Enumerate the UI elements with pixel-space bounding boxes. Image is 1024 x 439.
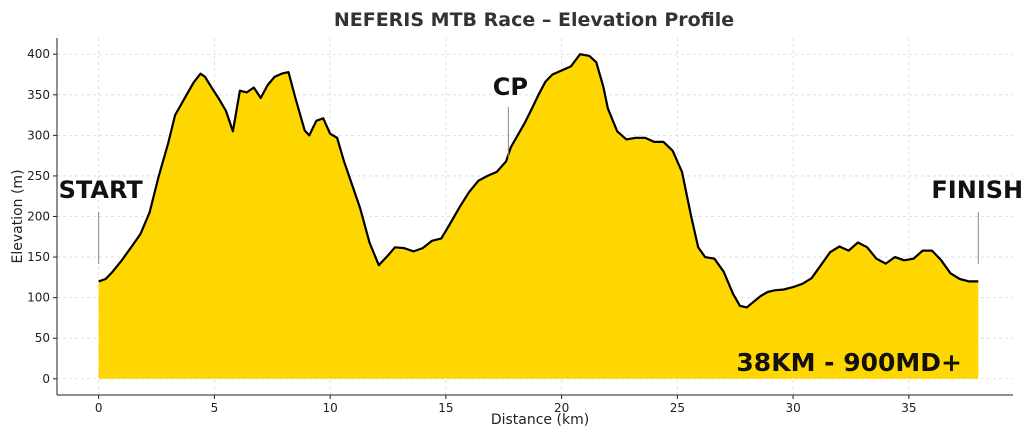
y-tick-label: 200 (27, 210, 50, 224)
y-tick-label: 300 (27, 128, 50, 142)
y-tick-label: 350 (27, 88, 50, 102)
x-tick-label: 20 (554, 401, 569, 415)
y-tick-label: 250 (27, 169, 50, 183)
x-tick-label: 15 (438, 401, 453, 415)
x-tick-label: 5 (211, 401, 219, 415)
x-tick-label: 35 (901, 401, 916, 415)
distance-elevation-badge: 38KM - 900MD+ (736, 348, 962, 377)
axes: 0 50 100 150 200 250 300 350 400 0 5 10 15 20 25 30 35 (27, 38, 1013, 415)
y-tick-label: 50 (35, 331, 50, 345)
y-tick-label: 400 (27, 47, 50, 61)
y-axis-label: Elevation (m) (10, 169, 26, 263)
annotation-cp-label: CP (493, 73, 528, 101)
y-tick-label: 0 (42, 372, 50, 386)
x-tick-label: 10 (323, 401, 338, 415)
x-tick-label: 0 (95, 401, 103, 415)
annotation-start-label: START (59, 176, 144, 204)
elevation-series (98, 53, 979, 379)
chart-title: NEFERIS MTB Race – Elevation Profile (334, 9, 734, 31)
x-tick-label: 25 (670, 401, 685, 415)
elevation-area (98, 54, 979, 379)
annotations: START CP FINISH (59, 73, 1023, 264)
y-tick-label: 150 (27, 250, 50, 264)
x-tick-label: 30 (785, 401, 800, 415)
elevation-line (98, 53, 979, 309)
annotation-finish-label: FINISH (931, 176, 1023, 204)
x-axis-label: Distance (km) (491, 412, 589, 428)
y-tick-label: 100 (27, 291, 50, 305)
